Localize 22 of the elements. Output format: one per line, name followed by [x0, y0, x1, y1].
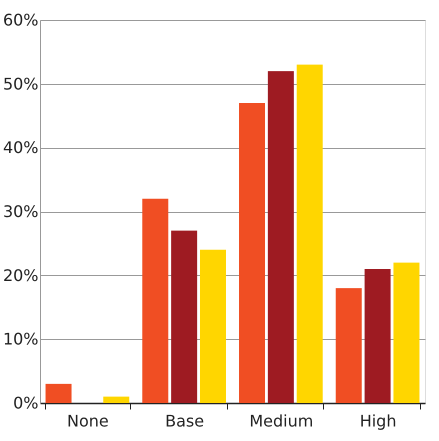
y-tick-label: 20% — [2, 266, 38, 285]
bar — [103, 396, 130, 403]
y-tick-label: 50% — [2, 74, 38, 94]
bar — [393, 262, 420, 403]
bar — [364, 268, 391, 403]
bar — [200, 250, 226, 403]
y-tick-label: 10% — [2, 330, 38, 349]
y-tick-label: 0% — [13, 394, 38, 412]
bar — [239, 102, 266, 403]
y-tick-label: 40% — [2, 138, 38, 158]
bar — [296, 64, 323, 403]
bar — [268, 71, 294, 403]
y-tick-label: 30% — [2, 202, 38, 221]
y-tick-label: 60% — [2, 10, 38, 30]
x-tick-label: None — [67, 412, 109, 430]
x-tick-label: Base — [165, 412, 204, 430]
bar — [336, 288, 362, 403]
bar — [171, 230, 198, 403]
bar — [142, 198, 168, 403]
x-tick-label: Medium — [249, 412, 314, 430]
x-tick-label: High — [360, 412, 396, 430]
bar — [46, 384, 72, 403]
